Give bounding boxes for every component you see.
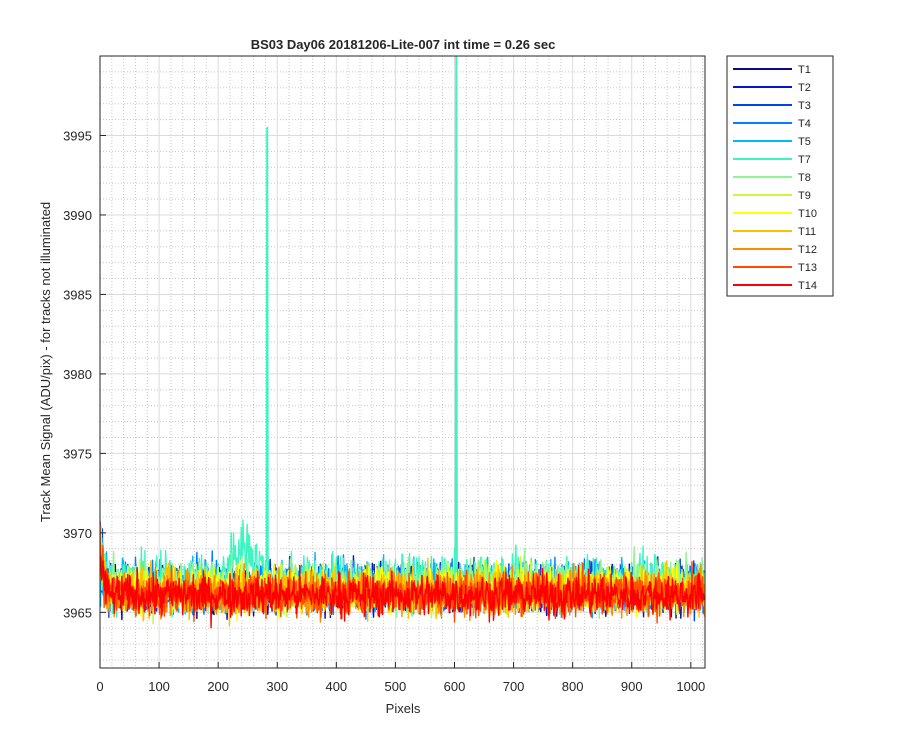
legend-label-t11: T11 xyxy=(798,226,816,238)
legend-label-t14: T14 xyxy=(798,280,817,292)
plot-frame xyxy=(99,55,706,669)
chart-title: BS03 Day06 20181206-Lite-007 int time = … xyxy=(251,37,556,52)
minor-grid xyxy=(100,56,705,668)
x-axis-ticks: 0 100 200 300 400 500 600 700 800 900 1000 xyxy=(96,662,705,694)
legend-label-t8: T8 xyxy=(798,172,811,184)
y-axis-label: Track Mean Signal (ADU/pix) - for tracks… xyxy=(38,202,53,522)
x-tick-label: 100 xyxy=(148,679,170,694)
x-tick-label: 200 xyxy=(207,679,229,694)
x-axis-label: Pixels xyxy=(386,701,421,716)
legend-label-t10: T10 xyxy=(798,208,817,220)
legend-label-t9: T9 xyxy=(798,190,811,202)
y-tick-label: 3990 xyxy=(63,208,92,223)
legend-label-t4: T4 xyxy=(798,118,811,130)
x-tick-label: 800 xyxy=(562,679,584,694)
y-tick-label: 3985 xyxy=(63,287,92,302)
legend-label-t1: T1 xyxy=(798,64,811,76)
y-tick-label: 3980 xyxy=(63,367,92,382)
y-tick-label: 3965 xyxy=(63,605,92,620)
y-tick-label: 3995 xyxy=(63,128,92,143)
spike-mark xyxy=(265,127,269,567)
legend-label-t3: T3 xyxy=(798,100,811,112)
x-tick-label: 1000 xyxy=(676,679,705,694)
legend: T1 T2 T3 T4 T5 T7 T8 T9 T10 T11 T12 T13 T14 xyxy=(726,55,834,297)
series-lines xyxy=(100,56,705,629)
y-tick-label: 3970 xyxy=(63,526,92,541)
legend-label-t12: T12 xyxy=(798,244,817,256)
x-tick-label: 300 xyxy=(266,679,288,694)
x-tick-label: 500 xyxy=(385,679,407,694)
legend-label-t13: T13 xyxy=(798,262,817,274)
legend-label-t2: T2 xyxy=(798,82,811,94)
x-tick-label: 600 xyxy=(444,679,466,694)
legend-label-t7: T7 xyxy=(798,154,811,166)
spike-mark xyxy=(454,56,458,567)
x-tick-label: 900 xyxy=(621,679,643,694)
series-line-t14 xyxy=(100,555,705,629)
x-tick-label: 700 xyxy=(503,679,525,694)
y-axis-ticks: 3965 3970 3975 3980 3985 3990 3995 xyxy=(63,128,106,620)
x-tick-label: 400 xyxy=(325,679,347,694)
y-tick-label: 3975 xyxy=(63,446,92,461)
x-tick-label: 0 xyxy=(96,679,103,694)
legend-label-t5: T5 xyxy=(798,136,811,148)
